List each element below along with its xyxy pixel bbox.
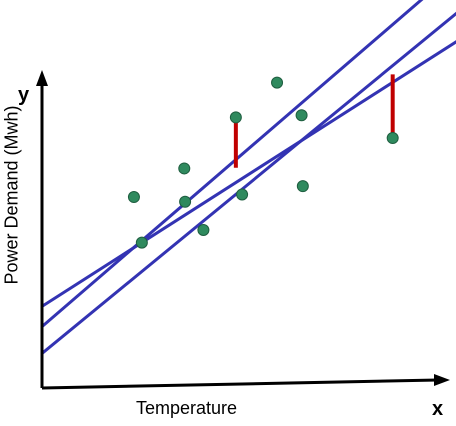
data-point-6: [229, 111, 242, 124]
y-axis-letter: y: [18, 84, 30, 106]
fit-line-2: [41, 40, 456, 308]
fit-lines: [41, 0, 456, 355]
y-axis-title-text: Power Demand (Mwh): [1, 105, 22, 285]
residual-segments: [233, 74, 395, 168]
fit-line-1: [41, 0, 424, 328]
data-point-11: [386, 132, 399, 145]
x-axis-line: [41, 378, 439, 390]
data-point-4: [179, 195, 192, 208]
data-point-2: [135, 236, 148, 249]
data-point-7: [236, 188, 249, 201]
data-point-10: [296, 180, 309, 193]
data-points: [127, 76, 399, 249]
axes: [36, 70, 450, 390]
x-axis-arrow-icon: [434, 374, 450, 386]
y-axis-arrow-icon: [36, 70, 48, 86]
data-point-8: [271, 76, 284, 89]
data-point-5: [197, 223, 210, 236]
x-axis-letter: x: [432, 398, 444, 420]
fit-line-3: [41, 11, 456, 355]
x-axis-title: Temperature: [136, 398, 238, 418]
data-point-9: [295, 109, 308, 122]
data-point-1: [127, 191, 140, 204]
data-point-3: [178, 162, 191, 175]
